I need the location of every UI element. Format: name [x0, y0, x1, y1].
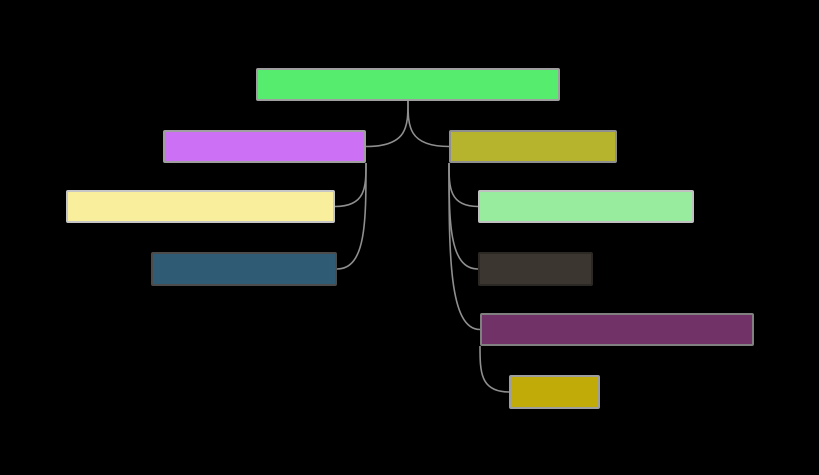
connector-root-purple — [365, 100, 409, 148]
connector-olive-lightgreen — [448, 162, 479, 208]
connector-purple-teal — [336, 162, 367, 270]
connector-olive-plum — [448, 162, 481, 331]
connector-root-olive — [407, 100, 450, 148]
node-charcoal[interactable] — [478, 252, 593, 286]
node-root[interactable] — [256, 68, 560, 101]
node-purple[interactable] — [163, 130, 366, 163]
connector-olive-charcoal — [448, 162, 479, 270]
node-gold[interactable] — [509, 375, 600, 409]
connector-purple-yellow — [334, 162, 367, 208]
node-teal[interactable] — [151, 252, 337, 286]
node-olive[interactable] — [449, 130, 617, 163]
node-lightgreen[interactable] — [478, 190, 694, 223]
node-yellow[interactable] — [66, 190, 335, 223]
connector-plum-gold — [479, 345, 510, 393]
node-plum[interactable] — [480, 313, 754, 346]
